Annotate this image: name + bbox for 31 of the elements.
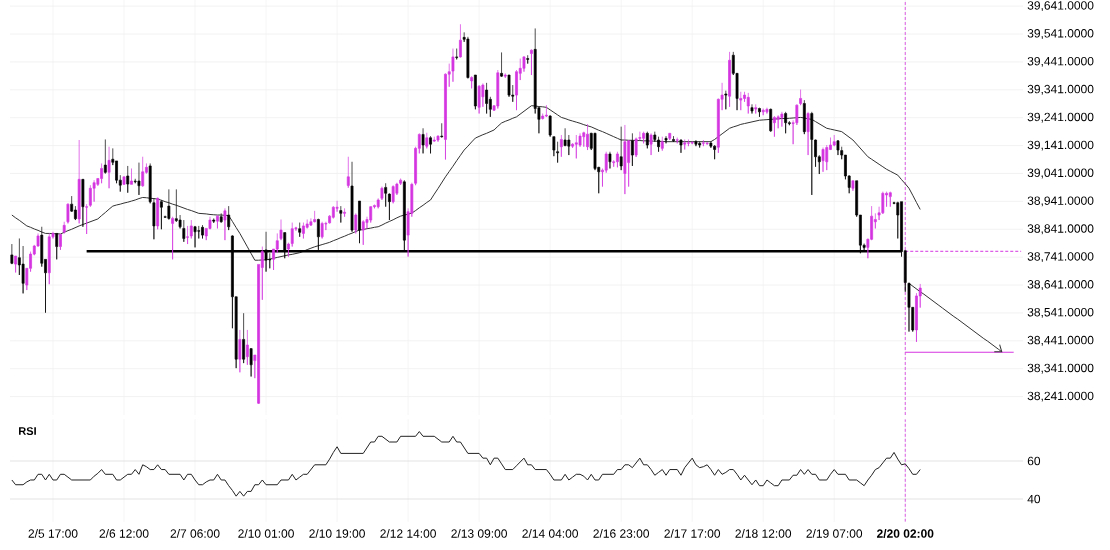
y-tick-label: 38,941.0000 (1027, 196, 1094, 207)
x-tick-label: 2/10 19:00 (309, 528, 365, 538)
x-tick-label: 2/17 17:00 (664, 528, 721, 538)
x-tick-label: 2/12 14:00 (380, 528, 436, 538)
y-tick-label: 39,441.0000 (1027, 56, 1094, 67)
x-tick-label: 2/14 04:00 (522, 528, 579, 538)
y-tick-label: 38,241.0000 (1027, 391, 1094, 402)
x-tick-label: 2/7 06:00 (170, 528, 220, 538)
x-tick-label: 2/13 09:00 (451, 528, 507, 538)
x-tick-label: 2/6 12:00 (99, 528, 149, 538)
y-tick-label: 38,741.0000 (1027, 252, 1094, 263)
y-tick-label: 60 (1027, 456, 1041, 466)
y-tick-label: 39,141.0000 (1027, 140, 1094, 151)
y-tick-label: 38,641.0000 (1027, 280, 1094, 290)
x-tick-label: 2/19 07:00 (806, 528, 863, 538)
x-tick-label: 2/10 01:00 (238, 528, 294, 538)
y-tick-label: 39,341.0000 (1027, 84, 1094, 95)
y-tick-label: 38,441.0000 (1027, 335, 1094, 346)
y-tick-label: 40 (1027, 494, 1041, 504)
y-tick-label: 38,341.0000 (1027, 363, 1094, 374)
x-tick-label: 2/20 02:00 (876, 528, 934, 538)
x-tick-label: 2/16 23:00 (593, 528, 650, 538)
y-tick-label: 38,841.0000 (1027, 224, 1094, 235)
y-tick-label: 39,041.0000 (1027, 168, 1094, 179)
y-tick-label: 38,541.0000 (1027, 307, 1094, 318)
x-tick-label: 2/5 17:00 (28, 528, 78, 538)
y-tick-label: 39,241.0000 (1027, 112, 1094, 123)
x-tick-label: 2/18 12:00 (735, 528, 792, 538)
y-tick-label: 39,641.0000 (1027, 1, 1094, 12)
y-tick-label: 39,541.0000 (1027, 29, 1094, 39)
text: RSI (19, 427, 36, 435)
